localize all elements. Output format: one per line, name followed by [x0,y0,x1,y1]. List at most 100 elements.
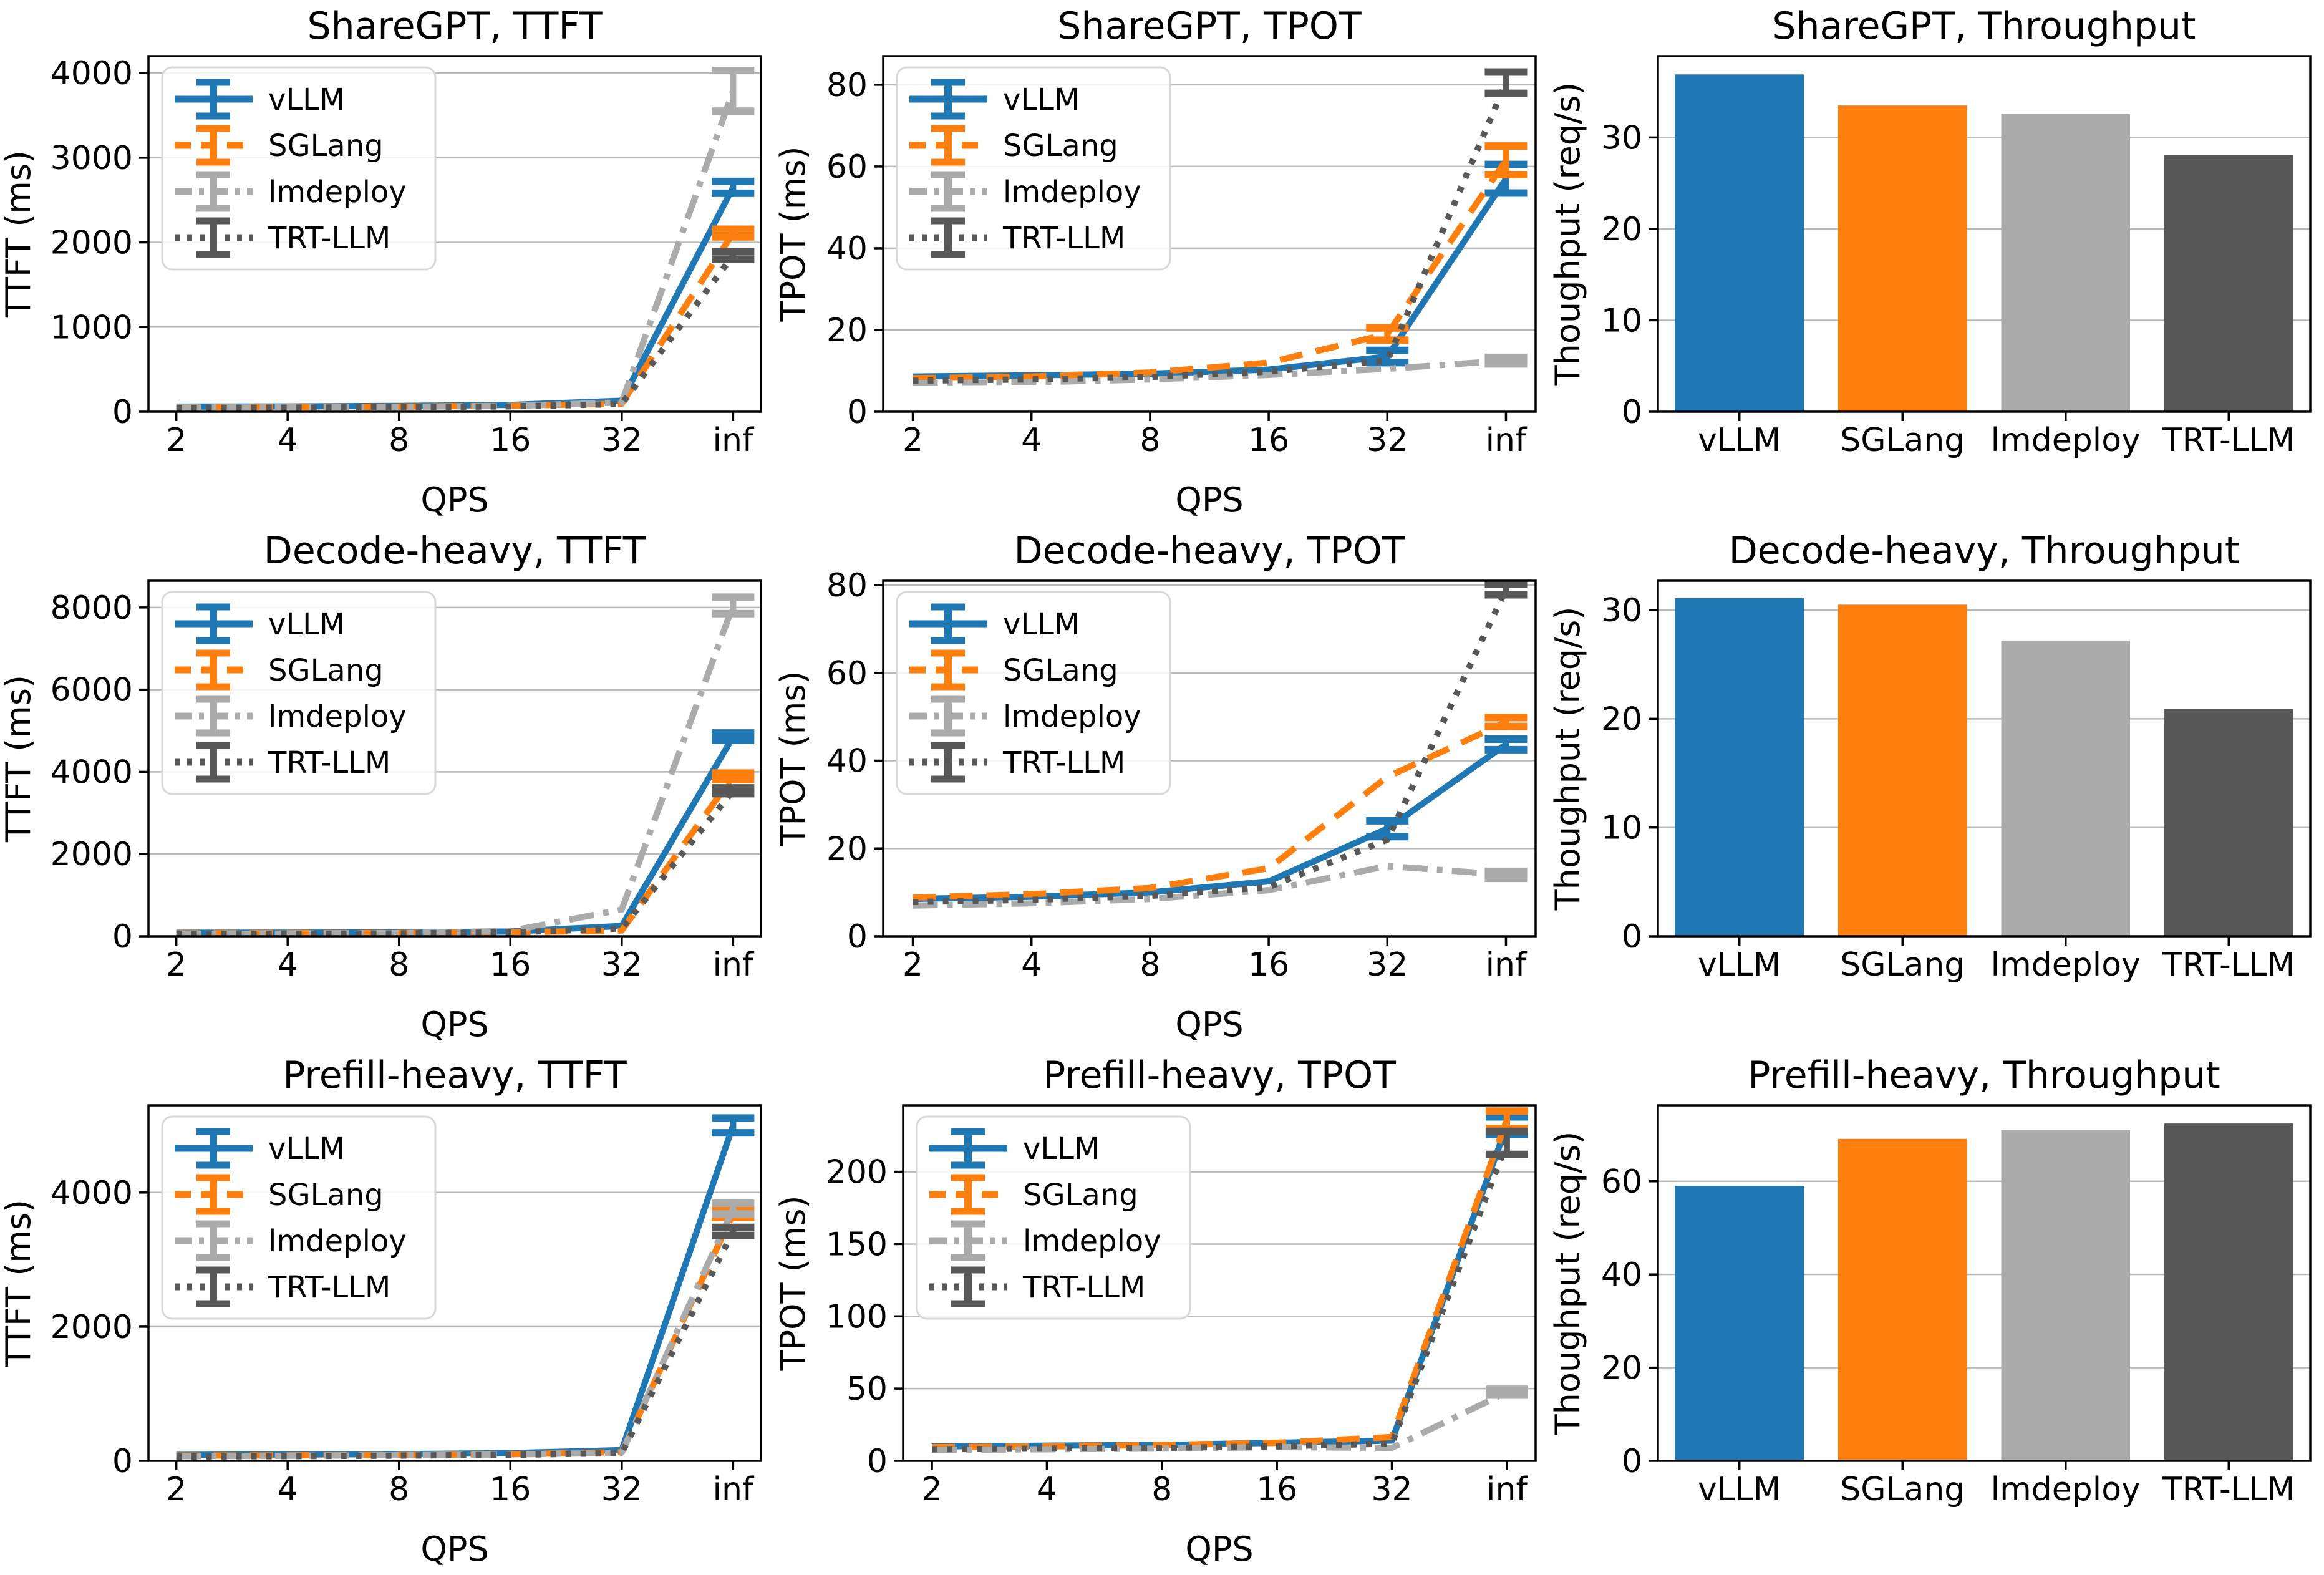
x-tick-label: TRT-LLM [2162,946,2295,984]
x-tick-label: 4 [278,946,298,984]
legend-label: lmdeploy [1023,1224,1161,1259]
plot-frame [147,579,762,938]
legend-label: vLLM [268,82,345,117]
chart-sharegpt-tpot: 0 20 40 60 80 2 4 8 16 32 inf TPOT (ms) QPS ShareGPT,… [775,0,1549,525]
decode-heavy-throughput-plot: 0 10 20 30 vLLM SGLang lmdeploy TRT-LLM Thoughpu… [1549,529,2312,984]
y-tick-label: 20 [1601,700,1642,738]
y-tick-label: 60 [826,148,868,186]
x-tick-label: 32 [1367,946,1408,984]
y-tick-label: 60 [1601,1163,1642,1201]
series-line-trt-llm [176,1229,736,1460]
bar-lmdeploy [2001,640,2131,936]
series-line-trt-llm [176,788,736,938]
chart-decode-heavy-ttft: 0 2000 4000 6000 8000 2 4 8 16 32 inf TTFT (ms) QPS D… [0,525,775,1049]
y-tick-label: 1000 [51,309,133,346]
y-axis-label: TPOT (ms) [775,671,813,846]
y-tick-label: 0 [867,1443,888,1480]
series-line-vllm [913,742,1508,903]
plot-frame [1657,579,2312,938]
y-axis-label: Thoughput (req/s) [1549,607,1587,911]
legend-label: lmdeploy [268,699,407,734]
x-tick-label: SGLang [1840,422,1965,459]
x-tick-label: 32 [1371,1471,1412,1508]
series-line-lmdeploy [176,604,737,938]
bar-vllm [1675,74,1804,412]
series-line-sglang [932,1118,1510,1450]
y-tick-label: 200 [826,1154,888,1191]
legend-box [161,591,437,795]
x-axis-label: QPS [420,1529,488,1569]
x-tick-label: lmdeploy [1991,946,2141,984]
bar-lmdeploy [2001,1130,2131,1461]
plot-frame [147,1104,762,1462]
y-tick-label: 40 [826,743,868,780]
y-tick-label: 20 [1601,1350,1642,1387]
bar-sglang [1837,105,1967,412]
y-tick-label: 20 [1601,211,1642,248]
y-axis-label: TTFT (ms) [0,1199,38,1367]
y-tick-label: 4000 [51,1175,133,1212]
chart-title: ShareGPT, Throughput [1772,4,2196,48]
x-tick-label: 8 [389,422,409,459]
y-tick-label: 20 [826,312,868,349]
y-axis-label: TPOT (ms) [775,1195,813,1371]
y-tick-label: 10 [1601,810,1642,847]
series-line-sglang [176,774,736,937]
legend-box [896,591,1171,795]
chart-title: Prefill-heavy, TPOT [1043,1054,1396,1097]
legend-label: lmdeploy [1003,175,1141,210]
y-tick-label: 0 [847,918,868,956]
chart-title: Decode-heavy, TTFT [264,529,646,573]
chart-sharegpt-throughput: 0 10 20 30 vLLM SGLang lmdeploy TRT-LLM Thoughpu… [1549,0,2324,525]
x-tick-label: 2 [166,1471,186,1508]
y-axis-label: TTFT (ms) [0,150,38,318]
legend-label: TRT-LLM [1022,1270,1145,1305]
legend-label: vLLM [1003,607,1080,642]
chart-prefill-heavy-ttft: 0 2000 4000 2 4 8 16 32 inf TTFT (ms) QPS Prefill-h… [0,1049,775,1574]
y-tick-label: 40 [826,230,868,268]
plot-frame [1657,55,2312,413]
y-tick-label: 0 [1622,394,1642,431]
y-tick-label: 40 [1601,1256,1642,1294]
x-axis-label: QPS [1175,1005,1243,1044]
chart-title: Prefill-heavy, Throughput [1748,1054,2220,1097]
legend-box [161,1115,437,1320]
x-tick-label: 8 [1151,1471,1172,1508]
x-axis-label: QPS [420,1005,488,1044]
legend-label: SGLang [268,128,384,163]
plot-frame [882,55,1537,413]
x-tick-label: inf [713,1471,755,1508]
chart-prefill-heavy-throughput: 0 20 40 60 vLLM SGLang lmdeploy TRT-LLM Thoughpu… [1549,1049,2324,1574]
y-tick-label: 2000 [51,225,133,262]
chart-prefill-heavy-tpot: 0 50 100 150 200 2 4 8 16 32 inf TPOT (ms) QPS Prefil… [775,1049,1549,1574]
legend-label: vLLM [268,1132,345,1166]
x-tick-label: SGLang [1840,946,1965,984]
legend-label: TRT-LLM [1002,221,1125,256]
x-tick-label: TRT-LLM [2162,422,2295,459]
y-tick-label: 0 [112,1443,133,1480]
y-tick-label: 80 [826,67,868,104]
x-tick-label: 4 [278,422,298,459]
series-line-trt-llm [176,253,736,411]
x-tick-label: 2 [922,1471,942,1508]
x-tick-label: 8 [389,1471,409,1508]
legend-box [916,1115,1191,1320]
x-tick-label: 32 [1367,422,1408,459]
bar-vllm [1675,1186,1804,1461]
y-tick-label: 10 [1601,302,1642,339]
chart-title: Prefill-heavy, TTFT [283,1054,627,1097]
y-tick-label: 50 [846,1370,888,1408]
bar-lmdeploy [2001,114,2131,412]
x-tick-label: inf [1486,946,1528,984]
x-tick-label: 16 [490,1471,531,1508]
x-tick-label: inf [1486,1471,1528,1508]
y-tick-label: 20 [826,830,868,868]
x-tick-label: lmdeploy [1991,1471,2141,1508]
plot-frame [1657,1104,2312,1462]
y-tick-label: 0 [1622,918,1642,956]
decode-heavy-tpot-plot: 0 20 40 60 80 2 4 8 16 32 inf TPOT (ms) QPS Decode-he… [775,529,1537,1044]
x-axis-label: QPS [1185,1529,1253,1569]
x-tick-label: TRT-LLM [2162,1471,2295,1508]
y-tick-label: 0 [112,918,133,956]
bar-vllm [1675,598,1804,936]
